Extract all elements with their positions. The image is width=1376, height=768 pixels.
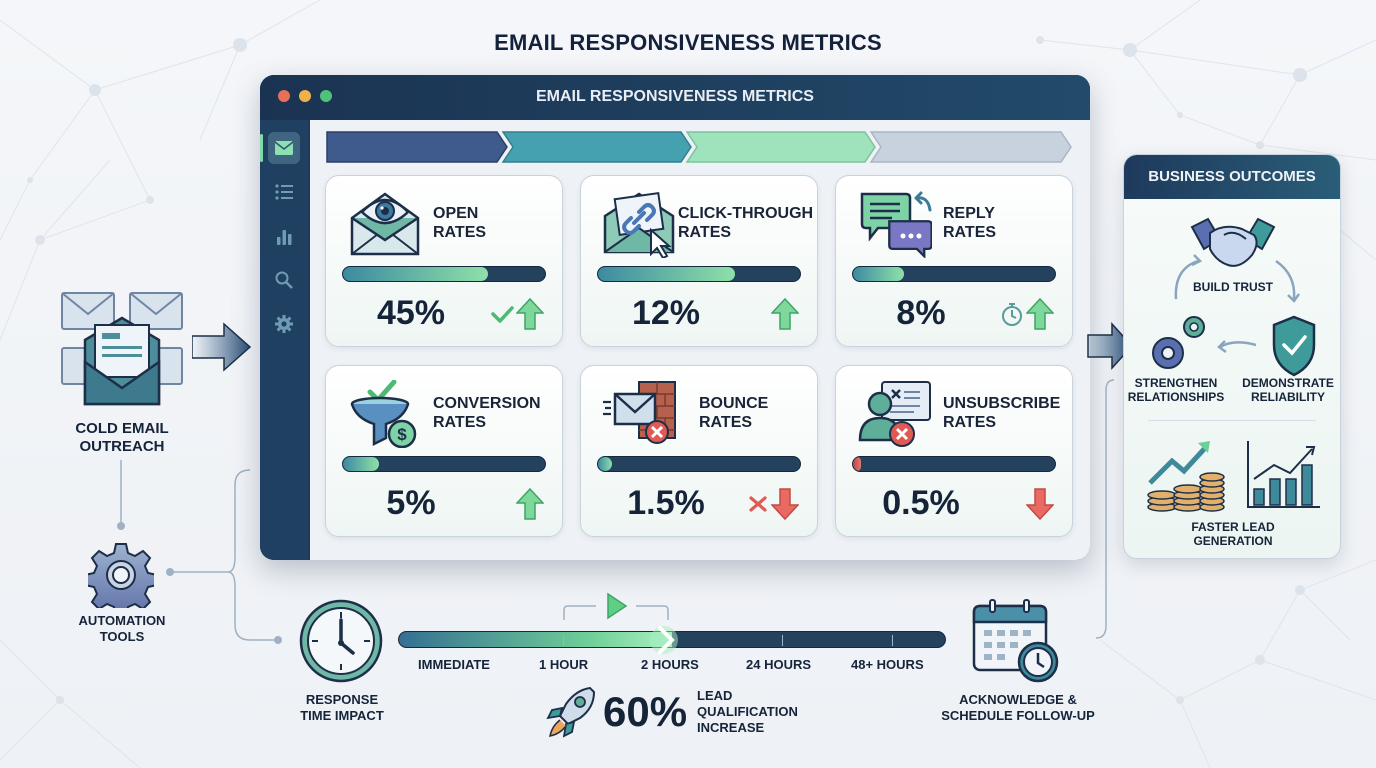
metric-value: 1.5%: [627, 484, 705, 522]
metric-progress-bar: [597, 266, 801, 282]
metric-value: 0.5%: [882, 484, 960, 522]
list-icon: [275, 184, 293, 200]
metric-value: 8%: [896, 294, 946, 332]
window-minimize-button[interactable]: [299, 90, 311, 102]
metric-label: UNSUBSCRIBE RATES: [943, 395, 1061, 431]
sidebar-item-analytics[interactable]: [268, 220, 300, 252]
metric-progress-bar: [342, 266, 546, 282]
timeline-label-1-hour: 1 HOUR: [539, 657, 589, 672]
outcomes-title: BUSINESS OUTCOMES: [1124, 155, 1340, 199]
trend-down-arrow-icon: [771, 488, 799, 521]
shield-check-icon: [1272, 315, 1316, 377]
chevron-step-2: [501, 131, 692, 163]
metric-card-reply-rates[interactable]: REPLY RATES 8%: [835, 175, 1073, 347]
envelope-brick-wall-icon: [603, 381, 676, 444]
sidebar-item-mail[interactable]: [260, 132, 300, 164]
business-outcomes-panel: BUSINESS OUTCOMES BUILD TRUST STRENGTHEN…: [1123, 154, 1341, 559]
check-icon: [491, 306, 514, 323]
timeline-label-2-hours: 2 HOURS: [641, 657, 699, 672]
window-close-button[interactable]: [278, 90, 290, 102]
page-title: EMAIL RESPONSIVENESS METRICS: [494, 30, 882, 55]
outcomes-cycle-diagram: BUILD TRUST: [1152, 217, 1316, 377]
user-remove-icon: [858, 381, 931, 447]
envelope-eye-icon: [350, 192, 420, 256]
progress-chevrons: [326, 131, 1072, 163]
metric-card-bounce-rates[interactable]: BOUNCE RATES 1.5%: [580, 365, 818, 537]
metric-progress-bar: [852, 266, 1056, 282]
handshake-icon: [1190, 217, 1276, 267]
envelope-link-cursor-icon: [603, 191, 675, 258]
metric-label: CLICK-THROUGH RATES: [678, 205, 814, 241]
trend-down-arrow-icon: [1026, 488, 1054, 521]
play-icon: [607, 592, 628, 620]
right-arrow-icon: [192, 322, 252, 372]
metric-label: OPEN RATES: [433, 205, 487, 241]
demonstrate-reliability-label: DEMONSTRATE RELIABILITY: [1242, 376, 1334, 404]
gears-icon: [1152, 316, 1205, 369]
automation-gear-icon: [88, 543, 154, 608]
metric-value: 12%: [631, 294, 701, 332]
trend-up-arrow-icon: [771, 297, 799, 330]
metric-card-click-through-rates[interactable]: CLICK-THROUGH RATES 12%: [580, 175, 818, 347]
gear-icon: [275, 315, 293, 333]
chevron-step-4: [869, 131, 1072, 163]
bar-growth-chart-icon: [1247, 441, 1320, 508]
faster-lead-generation-label: FASTER LEAD GENERATION: [1191, 520, 1275, 548]
metric-label: REPLY RATES: [943, 205, 997, 241]
window-maximize-button[interactable]: [320, 90, 332, 102]
acknowledge-follow-up-label: ACKNOWLEDGE & SCHEDULE FOLLOW-UP: [941, 692, 1095, 723]
funnel-dollar-icon: $: [350, 380, 417, 448]
chevron-step-1: [326, 131, 508, 163]
svg-text:$: $: [397, 425, 407, 444]
sidebar: [260, 120, 308, 560]
metric-label: CONVERSION RATES: [433, 395, 541, 431]
metrics-window: EMAIL RESPONSIVENESS METRICS: [260, 75, 1090, 560]
sidebar-item-settings[interactable]: [268, 308, 300, 340]
chevron-step-3: [685, 131, 876, 163]
chat-bubbles-reply-icon: [860, 191, 932, 258]
metric-progress-bar: [852, 456, 1056, 472]
rocket-icon: [546, 686, 596, 738]
strengthen-relationships-label: STRENGTHEN RELATIONSHIPS: [1127, 376, 1225, 404]
bar-chart-icon: [277, 230, 292, 245]
metric-card-open-rates[interactable]: OPEN RATES 45%: [325, 175, 563, 347]
clock-icon: [299, 599, 383, 683]
mail-icon: [274, 141, 294, 155]
sidebar-item-search[interactable]: [268, 264, 300, 296]
metric-value: 5%: [386, 484, 436, 522]
sidebar-item-list[interactable]: [268, 176, 300, 208]
cold-email-label: COLD EMAIL OUTREACH: [75, 420, 169, 455]
outcome-connector: [1087, 322, 1134, 639]
trend-up-arrow-icon: [516, 487, 544, 520]
metric-label: BOUNCE RATES: [699, 395, 769, 431]
trend-up-arrow-icon: [516, 297, 544, 330]
x-icon: [749, 496, 767, 512]
timeline-label-24-hours: 24 HOURS: [746, 657, 812, 672]
lead-growth-icons: [1147, 441, 1320, 512]
metric-card-unsubscribe-rates[interactable]: UNSUBSCRIBE RATES 0.5%: [835, 365, 1073, 537]
lead-qualification-stat: 60%: [603, 688, 688, 735]
timeline-label-48-hours: 48+ HOURS: [851, 657, 924, 672]
metrics-content: OPEN RATES 45% CLICK-THROUGH RATES 12%: [310, 120, 1090, 560]
metric-card-conversion-rates[interactable]: $ CONVERSION RATES 5%: [325, 365, 563, 537]
search-icon: [275, 271, 293, 289]
trend-up-arrow-icon: [1026, 297, 1054, 330]
window-titlebar: EMAIL RESPONSIVENESS METRICS: [260, 75, 1090, 120]
timeline-chevron-marker: [650, 626, 678, 654]
timeline-label-immediate: IMMEDIATE: [418, 657, 490, 672]
metric-progress-bar: [597, 456, 801, 472]
svg-text:BUILD TRUST: BUILD TRUST: [1193, 280, 1274, 294]
cold-email-stack-icon: [61, 292, 183, 406]
stopwatch-icon: [1002, 303, 1022, 326]
response-time-impact-label: RESPONSE TIME IMPACT: [300, 692, 384, 723]
lead-qualification-label: LEAD QUALIFICATION INCREASE: [697, 688, 798, 735]
play-marker: [563, 592, 669, 620]
metric-value: 45%: [376, 294, 446, 332]
calendar-clock-icon: [972, 599, 1059, 683]
window-title: EMAIL RESPONSIVENESS METRICS: [536, 88, 814, 105]
metric-progress-bar: [342, 456, 546, 472]
automation-tools-label: AUTOMATION TOOLS: [78, 613, 166, 644]
coins-trend-icon: [1147, 441, 1225, 512]
connector-lines: [117, 460, 282, 644]
